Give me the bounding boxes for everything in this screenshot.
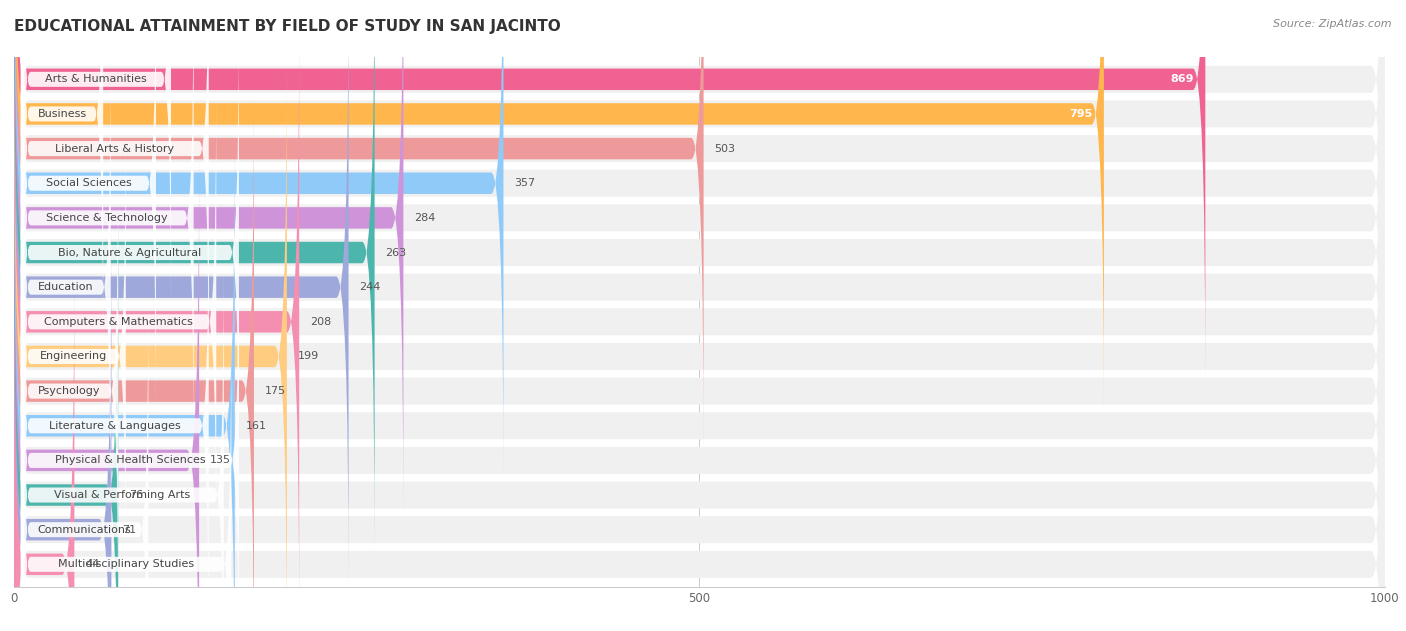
Text: Business: Business: [38, 109, 87, 119]
FancyBboxPatch shape: [14, 90, 254, 631]
FancyBboxPatch shape: [21, 0, 208, 384]
FancyBboxPatch shape: [21, 191, 208, 631]
Text: 357: 357: [515, 178, 536, 188]
FancyBboxPatch shape: [14, 0, 1385, 620]
Text: 795: 795: [1070, 109, 1092, 119]
Text: 244: 244: [360, 282, 381, 292]
FancyBboxPatch shape: [14, 0, 1385, 516]
FancyBboxPatch shape: [14, 0, 1385, 586]
FancyBboxPatch shape: [14, 56, 287, 631]
FancyBboxPatch shape: [14, 263, 75, 631]
FancyBboxPatch shape: [21, 87, 217, 557]
Text: 44: 44: [86, 559, 100, 569]
Text: Communications: Communications: [38, 524, 132, 534]
FancyBboxPatch shape: [14, 0, 374, 553]
FancyBboxPatch shape: [14, 0, 1104, 415]
FancyBboxPatch shape: [21, 0, 172, 314]
FancyBboxPatch shape: [14, 0, 1385, 631]
Text: 503: 503: [714, 144, 735, 153]
Text: 263: 263: [385, 247, 406, 257]
Text: Bio, Nature & Agricultural: Bio, Nature & Agricultural: [58, 247, 201, 257]
Text: 71: 71: [122, 524, 136, 534]
Text: 76: 76: [129, 490, 143, 500]
FancyBboxPatch shape: [14, 0, 1385, 551]
FancyBboxPatch shape: [14, 0, 1205, 380]
Text: Liberal Arts & History: Liberal Arts & History: [55, 144, 174, 153]
Text: Social Sciences: Social Sciences: [45, 178, 131, 188]
FancyBboxPatch shape: [21, 0, 194, 453]
Text: 135: 135: [209, 456, 231, 466]
Text: Science & Technology: Science & Technology: [46, 213, 169, 223]
FancyBboxPatch shape: [14, 125, 235, 631]
FancyBboxPatch shape: [14, 197, 1385, 631]
FancyBboxPatch shape: [14, 0, 349, 588]
FancyBboxPatch shape: [14, 58, 1385, 631]
FancyBboxPatch shape: [14, 93, 1385, 631]
FancyBboxPatch shape: [14, 23, 1385, 631]
FancyBboxPatch shape: [21, 18, 239, 488]
Text: Education: Education: [38, 282, 94, 292]
FancyBboxPatch shape: [14, 228, 111, 631]
Text: Physical & Health Sciences: Physical & Health Sciences: [55, 456, 205, 466]
Text: EDUCATIONAL ATTAINMENT BY FIELD OF STUDY IN SAN JACINTO: EDUCATIONAL ATTAINMENT BY FIELD OF STUDY…: [14, 19, 561, 34]
FancyBboxPatch shape: [21, 52, 111, 522]
Text: 161: 161: [246, 421, 267, 431]
FancyBboxPatch shape: [14, 194, 118, 631]
FancyBboxPatch shape: [14, 127, 1385, 631]
FancyBboxPatch shape: [14, 0, 1385, 447]
FancyBboxPatch shape: [21, 329, 232, 631]
Text: 208: 208: [311, 317, 332, 327]
Text: 869: 869: [1171, 74, 1194, 85]
FancyBboxPatch shape: [14, 160, 200, 631]
FancyBboxPatch shape: [14, 21, 299, 623]
FancyBboxPatch shape: [14, 0, 1385, 412]
Text: 199: 199: [298, 351, 319, 362]
Text: Multidisciplinary Studies: Multidisciplinary Studies: [58, 559, 194, 569]
FancyBboxPatch shape: [21, 225, 239, 631]
FancyBboxPatch shape: [14, 0, 703, 450]
FancyBboxPatch shape: [21, 260, 224, 631]
Text: Visual & Performing Arts: Visual & Performing Arts: [55, 490, 190, 500]
FancyBboxPatch shape: [21, 0, 103, 349]
Text: 284: 284: [415, 213, 436, 223]
Text: Psychology: Psychology: [38, 386, 101, 396]
FancyBboxPatch shape: [21, 0, 156, 418]
Text: Arts & Humanities: Arts & Humanities: [45, 74, 146, 85]
Text: 175: 175: [264, 386, 285, 396]
FancyBboxPatch shape: [14, 0, 503, 484]
FancyBboxPatch shape: [14, 0, 1385, 481]
FancyBboxPatch shape: [21, 122, 125, 591]
Text: Literature & Languages: Literature & Languages: [49, 421, 181, 431]
FancyBboxPatch shape: [14, 232, 1385, 631]
Text: Source: ZipAtlas.com: Source: ZipAtlas.com: [1274, 19, 1392, 29]
Text: Computers & Mathematics: Computers & Mathematics: [44, 317, 193, 327]
Text: Engineering: Engineering: [39, 351, 107, 362]
FancyBboxPatch shape: [14, 0, 404, 519]
FancyBboxPatch shape: [14, 162, 1385, 631]
FancyBboxPatch shape: [21, 295, 149, 631]
FancyBboxPatch shape: [21, 156, 118, 626]
